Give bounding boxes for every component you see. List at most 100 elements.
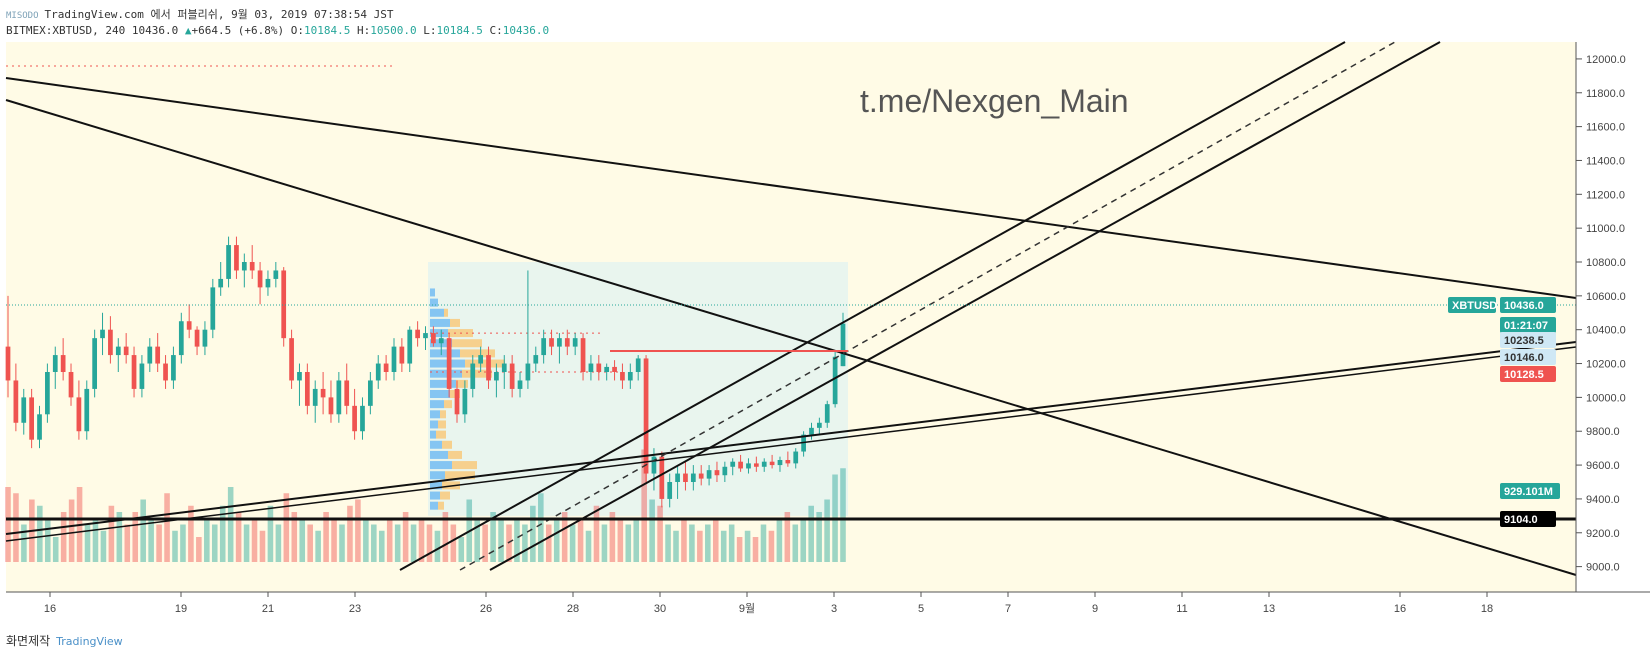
- vp-bar-buy: [430, 410, 440, 419]
- candle-body: [714, 470, 720, 476]
- volume-bar: [227, 487, 234, 562]
- candle-body: [328, 397, 334, 415]
- vp-bar-buy: [430, 440, 442, 449]
- volume-bar: [363, 518, 369, 562]
- price-label-level: 9104.0: [1500, 511, 1556, 527]
- candle-body: [612, 366, 617, 372]
- range-box: [428, 262, 848, 516]
- candle-body: [147, 346, 153, 364]
- volume-bar: [736, 537, 743, 562]
- volume-bar: [752, 537, 759, 562]
- candle-body: [273, 270, 279, 279]
- price-chart[interactable]: 9000.0 9200.0 9400.0 9600.0 9800.0 10000.0 102…: [0, 0, 1650, 628]
- candle-body: [446, 338, 452, 389]
- candle-body: [596, 363, 602, 372]
- candle-body: [651, 456, 657, 474]
- volume-bar: [434, 530, 441, 562]
- price-label-text: XBTUSD: [1452, 300, 1497, 312]
- vp-bar-buy: [430, 491, 440, 500]
- candle-body: [336, 380, 342, 415]
- vp-bar-sell: [438, 501, 444, 510]
- candle-body: [123, 346, 129, 356]
- volume-bar: [760, 524, 767, 562]
- volume-bar: [426, 524, 433, 562]
- volume-bar: [5, 487, 11, 562]
- candle-body: [155, 346, 161, 364]
- channel-midline: [459, 41, 1396, 571]
- y-tick-label: 10000.0: [1586, 392, 1626, 404]
- price-label-bg: [1500, 483, 1560, 499]
- volume-bar: [92, 518, 99, 562]
- candle-body: [501, 363, 507, 372]
- candle-body: [210, 287, 216, 330]
- volume-bar: [84, 524, 91, 562]
- vp-bar-sell: [465, 359, 505, 368]
- volume-bar: [450, 524, 457, 562]
- volume-bar: [816, 512, 822, 562]
- vp-bar-buy: [430, 501, 438, 510]
- footer: 화면제작 TradingView: [6, 632, 123, 649]
- volume-bar: [291, 512, 298, 562]
- ohlc-close-label: C:: [489, 24, 503, 37]
- volume-bar: [792, 524, 799, 562]
- candle-body: [226, 245, 231, 279]
- volume-bar: [44, 518, 51, 562]
- volume-bar: [784, 512, 791, 562]
- candle-body: [509, 363, 515, 389]
- candle-body: [163, 363, 168, 381]
- candle-body: [588, 363, 594, 372]
- x-tick-label: 13: [1263, 603, 1275, 615]
- watermark-text: t.me/Nexgen_Main: [860, 83, 1129, 119]
- volume-bar: [347, 505, 353, 562]
- price-label-text: 10238.5: [1504, 335, 1544, 347]
- vp-bar-sell: [450, 318, 460, 327]
- vp-bar-buy: [430, 369, 462, 378]
- vp-bar-sell: [445, 471, 475, 480]
- volume-bar: [100, 530, 107, 562]
- candle-body: [769, 461, 775, 466]
- candle-body: [549, 338, 554, 347]
- header-source-line: MISODO TradingView.com 에서 퍼블리쉬, 9월 03, 20…: [6, 6, 394, 22]
- price-label-red: 10128.5: [1500, 366, 1556, 382]
- price-label-bg: [1500, 297, 1556, 313]
- candle-body: [202, 329, 208, 347]
- x-tick-label: 18: [1481, 603, 1493, 615]
- price-label-bg: [1500, 366, 1556, 382]
- candle-body: [194, 329, 200, 347]
- volume-bar: [148, 518, 154, 562]
- volume-profile: [430, 288, 620, 510]
- volume-bar: [196, 537, 202, 562]
- candle-body: [541, 338, 547, 356]
- candle-body: [793, 451, 799, 464]
- volume-bar: [180, 524, 186, 562]
- x-axis[interactable]: 16 19 21 23 26 28 30 9월 3 5 7 9 11 13 16 18: [44, 592, 1493, 615]
- volume-bar: [124, 524, 131, 562]
- candle-body: [746, 463, 751, 469]
- volume-bar: [689, 524, 695, 562]
- vp-bar-sell: [452, 339, 482, 348]
- volume-bar: [331, 518, 337, 562]
- candle-body: [722, 466, 728, 476]
- y-tick-label: 11800.0: [1586, 88, 1625, 100]
- volume-bar: [323, 512, 329, 562]
- candle-body: [108, 329, 113, 356]
- symbol-label[interactable]: BITMEX:XBTUSD, 240: [6, 24, 126, 37]
- candle-body: [517, 380, 523, 389]
- candle-body: [470, 363, 476, 389]
- volume-bar: [824, 499, 830, 562]
- volume-bar: [577, 518, 584, 562]
- y-axis[interactable]: 9000.0 9200.0 9400.0 9600.0 9800.0 10000.0 102…: [1576, 54, 1626, 574]
- volume-bar: [259, 530, 266, 562]
- volume-bar: [283, 493, 290, 562]
- price-label-bg: [1500, 511, 1556, 527]
- vp-bar-sell: [440, 410, 446, 419]
- candle-body: [21, 397, 27, 423]
- tradingview-logo[interactable]: TradingView: [56, 635, 123, 648]
- vp-bar-sell: [444, 308, 448, 317]
- candle-body: [171, 355, 176, 381]
- candle-body: [580, 338, 586, 372]
- vp-bar-buy: [430, 420, 438, 429]
- candle-body: [257, 270, 263, 288]
- candle-body: [186, 321, 192, 330]
- vp-bar-buy: [430, 349, 460, 358]
